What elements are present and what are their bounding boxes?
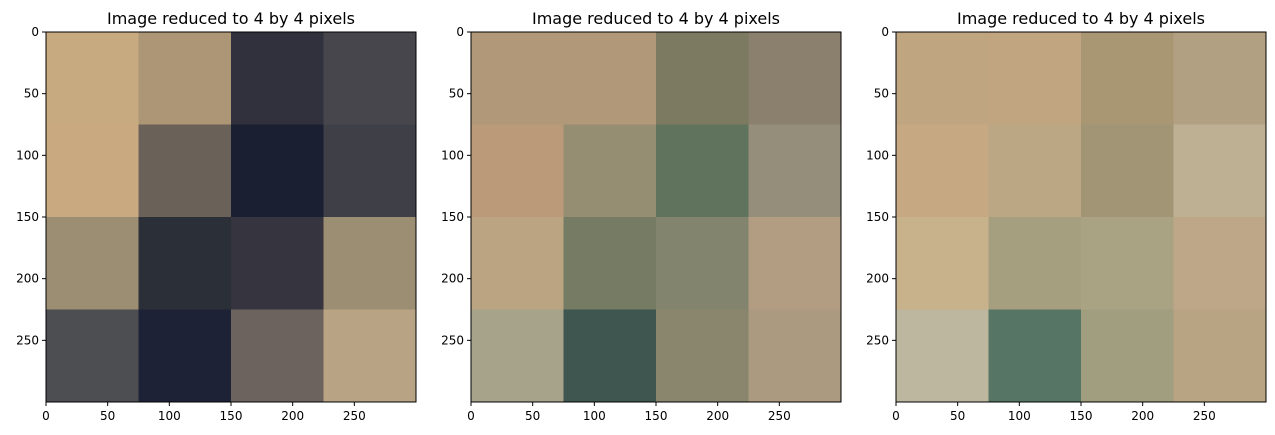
pixel-cell xyxy=(896,124,989,218)
x-tick-label: 200 xyxy=(1131,409,1154,423)
y-tick-label: 150 xyxy=(866,210,889,224)
pixel-cell xyxy=(896,32,989,125)
panel-1: Image reduced to 4 by 4 pixels 0 50 100 150 2… xyxy=(16,9,417,423)
pixel-cell xyxy=(323,217,417,310)
y-tick-label: 200 xyxy=(441,272,464,286)
pixel-cell xyxy=(231,217,324,310)
x-tick-label: 250 xyxy=(768,409,791,423)
y-tick-label: 200 xyxy=(16,272,39,286)
pixel-cell xyxy=(138,124,232,218)
pixel-cell xyxy=(1173,309,1267,403)
y-tick-label: 50 xyxy=(874,87,889,101)
x-tick-label: 250 xyxy=(343,409,366,423)
pixel-cell xyxy=(563,124,657,218)
pixel-cell xyxy=(1173,32,1267,125)
pixel-cell xyxy=(1173,217,1267,310)
pixel-cell xyxy=(231,32,324,125)
pixel-cell xyxy=(471,32,564,125)
pixel-cell xyxy=(988,309,1082,403)
pixel-cell xyxy=(471,124,564,218)
y-tick-label: 150 xyxy=(16,210,39,224)
pixel-cell xyxy=(323,309,417,403)
pixel-cell xyxy=(1081,32,1174,125)
pixel-cell xyxy=(138,217,232,310)
pixel-cell xyxy=(46,217,139,310)
pixel-cell xyxy=(748,32,842,125)
y-tick-label: 0 xyxy=(456,25,464,39)
pixel-cell xyxy=(323,124,417,218)
pixel-cell xyxy=(471,217,564,310)
y-tick-label: 50 xyxy=(24,87,39,101)
pixel-cell xyxy=(563,217,657,310)
x-tick-label: 150 xyxy=(1070,409,1093,423)
pixel-cell xyxy=(896,309,989,403)
pixel-cell xyxy=(563,309,657,403)
x-tick-label: 100 xyxy=(583,409,606,423)
y-tick-label: 250 xyxy=(441,333,464,347)
pixel-cell xyxy=(656,32,749,125)
x-tick-label: 0 xyxy=(42,409,50,423)
x-tick-label: 50 xyxy=(100,409,115,423)
y-tick-label: 250 xyxy=(866,333,889,347)
panel-title: Image reduced to 4 by 4 pixels xyxy=(957,9,1205,28)
pixel-cell xyxy=(138,32,232,125)
y-tick-label: 200 xyxy=(866,272,889,286)
x-tick-label: 0 xyxy=(892,409,900,423)
pixel-cell xyxy=(46,309,139,403)
x-tick-label: 250 xyxy=(1193,409,1216,423)
pixel-cell xyxy=(46,32,139,125)
pixel-cell xyxy=(138,309,232,403)
x-tick-label: 200 xyxy=(706,409,729,423)
panel-2: Image reduced to 4 by 4 pixels 0 50 100 150 2… xyxy=(441,9,842,423)
pixel-cell xyxy=(988,32,1082,125)
pixel-cell xyxy=(748,309,842,403)
x-tick-label: 100 xyxy=(158,409,181,423)
pixel-cell xyxy=(656,217,749,310)
x-tick-label: 150 xyxy=(220,409,243,423)
y-tick-label: 150 xyxy=(441,210,464,224)
panel-title: Image reduced to 4 by 4 pixels xyxy=(107,9,355,28)
pixel-cell xyxy=(656,309,749,403)
x-tick-label: 0 xyxy=(467,409,475,423)
y-tick-label: 100 xyxy=(441,148,464,162)
y-tick-label: 50 xyxy=(449,87,464,101)
pixel-cell xyxy=(563,32,657,125)
pixel-cell xyxy=(1081,309,1174,403)
pixel-cell xyxy=(748,217,842,310)
pixel-cell xyxy=(471,309,564,403)
panel-3: Image reduced to 4 by 4 pixels 0 50 100 150 2… xyxy=(866,9,1267,423)
y-tick-label: 0 xyxy=(881,25,889,39)
x-tick-label: 50 xyxy=(525,409,540,423)
pixel-cell xyxy=(1081,217,1174,310)
y-tick-label: 250 xyxy=(16,333,39,347)
pixel-cell xyxy=(656,124,749,218)
pixel-cell xyxy=(1081,124,1174,218)
y-tick-label: 100 xyxy=(16,148,39,162)
x-tick-label: 100 xyxy=(1008,409,1031,423)
pixel-cell xyxy=(323,32,417,125)
pixel-cell xyxy=(748,124,842,218)
pixel-cell xyxy=(1173,124,1267,218)
y-tick-label: 100 xyxy=(866,148,889,162)
x-tick-label: 150 xyxy=(645,409,668,423)
pixel-cell xyxy=(988,217,1082,310)
pixel-cell xyxy=(231,309,324,403)
pixel-cell xyxy=(896,217,989,310)
pixel-cell xyxy=(46,124,139,218)
x-tick-label: 50 xyxy=(950,409,965,423)
y-tick-label: 0 xyxy=(31,25,39,39)
pixel-cell xyxy=(231,124,324,218)
x-tick-label: 200 xyxy=(281,409,304,423)
panel-title: Image reduced to 4 by 4 pixels xyxy=(532,9,780,28)
pixel-cell xyxy=(988,124,1082,218)
